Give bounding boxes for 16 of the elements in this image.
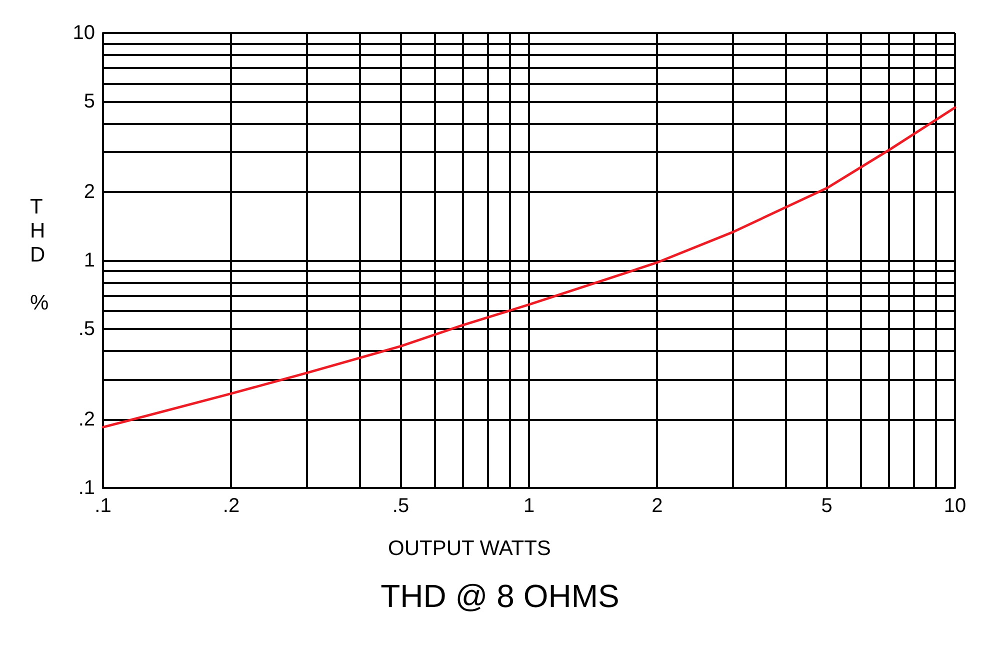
y-tick-label: 2 xyxy=(84,181,95,204)
x-tick-label: 5 xyxy=(821,495,832,517)
y-tick-label: 5 xyxy=(84,90,95,112)
x-tick-label: 1 xyxy=(523,495,535,517)
x-tick-label: .5 xyxy=(392,495,410,517)
x-tick-label: 10 xyxy=(944,495,966,517)
x-axis-title: OUTPUT WATTS xyxy=(388,537,551,560)
x-tick-label: 2 xyxy=(652,495,663,517)
y-tick-label: .2 xyxy=(78,408,95,431)
y-axis-title: THD % xyxy=(30,196,49,314)
text: THD @ 8 OHMS xyxy=(380,578,620,614)
y-tick-label: .1 xyxy=(78,477,95,499)
x-tick-label: .2 xyxy=(222,495,240,517)
y-tick-label: 1 xyxy=(84,250,95,272)
y-tick-label: 10 xyxy=(72,22,95,44)
y-tick-label: .5 xyxy=(78,318,95,340)
